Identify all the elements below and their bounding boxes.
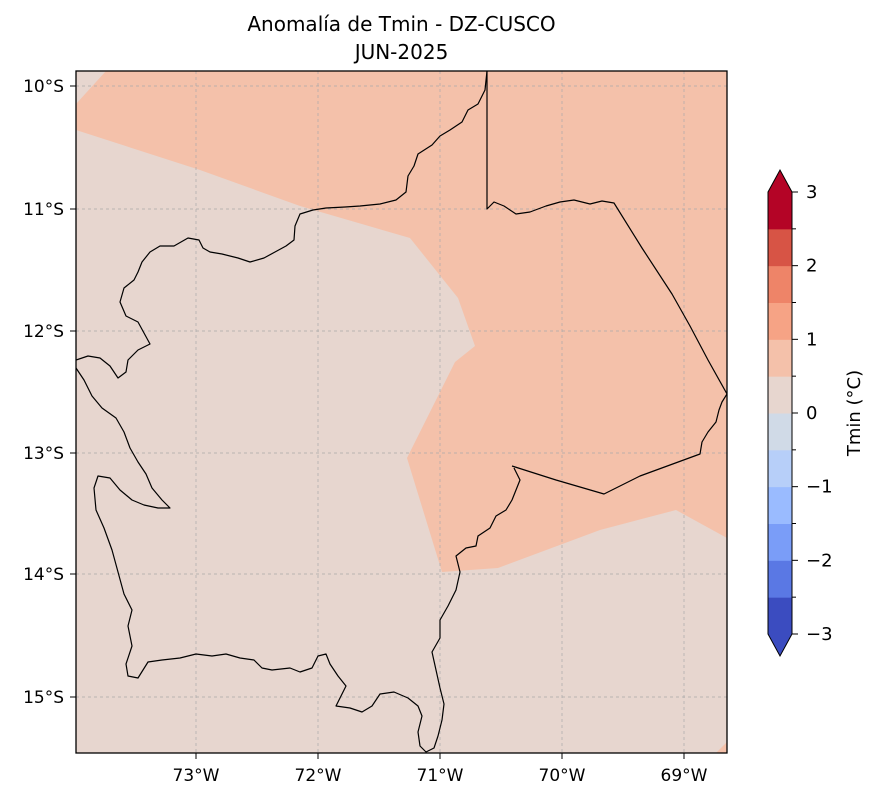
lon-label: 69°W [661, 766, 708, 786]
lat-label: 12°S [23, 322, 64, 342]
colorbar-segment [768, 265, 792, 303]
colorbar-tick-label: −1 [806, 477, 833, 498]
lon-label: 70°W [539, 766, 586, 786]
country-border [486, 71, 727, 495]
colorbar-tick-label: 0 [806, 403, 817, 424]
region-boundary-south [76, 367, 521, 753]
lon-ticks [195, 753, 685, 759]
lat-label: 11°S [23, 200, 64, 220]
lon-label: 72°W [295, 766, 342, 786]
colorbar-extend-max [768, 170, 792, 192]
colorbar-tick-label: 1 [806, 329, 817, 350]
colorbar-segment [768, 486, 792, 524]
colorbar-tick-label: −2 [806, 550, 833, 571]
anomaly-field-warm [76, 71, 727, 572]
lon-label: 73°W [173, 766, 220, 786]
colorbar-segment [768, 228, 792, 267]
lat-label: 15°S [23, 688, 64, 708]
map-plot-area [76, 71, 727, 753]
colorbar-extend-min [768, 634, 792, 656]
map-title: Anomalía de Tmin - DZ-CUSCO [247, 12, 556, 36]
gridlines [76, 71, 727, 753]
lat-label: 14°S [23, 565, 64, 585]
lat-ticks [70, 85, 76, 698]
lat-labels: 10°S 11°S 12°S 13°S 14°S 15°S [23, 77, 64, 708]
colorbar-tick-label: 3 [806, 182, 817, 203]
colorbar-label: Tmin (°C) [844, 370, 865, 457]
lat-label: 10°S [23, 77, 64, 97]
colorbar-segment [768, 449, 792, 488]
anomaly-field-warm-corner [716, 742, 727, 753]
colorbar-segment [768, 523, 792, 561]
region-boundary [76, 71, 488, 379]
map-subtitle: JUN-2025 [354, 40, 449, 64]
colorbar-segment [768, 597, 792, 635]
colorbar-tick-label: 2 [806, 256, 817, 277]
colorbar-tick-label: −3 [806, 624, 833, 645]
map-frame [75, 70, 728, 754]
lon-label: 71°W [417, 766, 464, 786]
colorbar-segment [768, 339, 792, 377]
colorbar-segment [768, 192, 792, 230]
colorbar-segment [768, 302, 792, 340]
lat-label: 13°S [23, 444, 64, 464]
colorbar-segment [768, 560, 792, 598]
colorbar-segment [768, 376, 792, 414]
colorbar-segment [768, 413, 792, 451]
colorbar: 3 2 1 0 −1 −2 −3 [767, 168, 833, 658]
lon-labels: 73°W 72°W 71°W 70°W 69°W [173, 766, 708, 786]
